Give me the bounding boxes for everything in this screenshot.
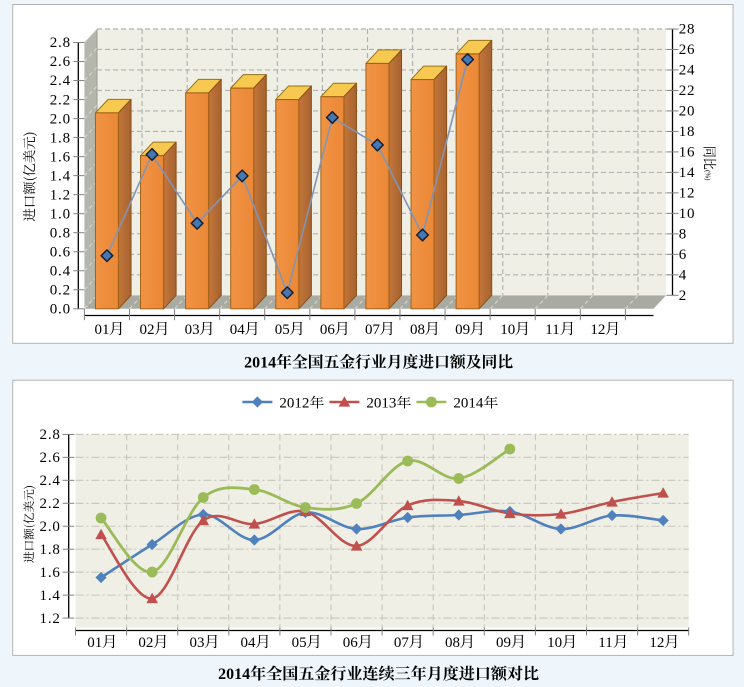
svg-text:09: 09	[496, 635, 511, 651]
svg-text:1.6: 1.6	[50, 149, 71, 165]
svg-text:24: 24	[679, 63, 696, 79]
svg-text:01: 01	[94, 322, 109, 338]
svg-text:08: 08	[410, 322, 425, 338]
svg-text:8: 8	[679, 227, 687, 243]
svg-text:1.4: 1.4	[40, 588, 61, 604]
svg-text:6: 6	[679, 247, 687, 263]
svg-text:16: 16	[679, 145, 696, 161]
svg-text:2.6: 2.6	[40, 450, 61, 466]
svg-text:22: 22	[679, 83, 696, 99]
svg-text:1.2: 1.2	[50, 187, 71, 203]
svg-text:07: 07	[394, 635, 410, 651]
svg-text:1.8: 1.8	[50, 130, 71, 146]
svg-text:02: 02	[140, 322, 155, 338]
svg-text:28: 28	[679, 22, 696, 38]
svg-text:2014: 2014	[244, 354, 276, 371]
svg-text:09: 09	[455, 322, 470, 338]
svg-text:06: 06	[320, 322, 336, 338]
svg-text:0.0: 0.0	[50, 302, 71, 318]
svg-text:2.4: 2.4	[50, 73, 71, 89]
svg-text:1.8: 1.8	[40, 542, 61, 558]
svg-text:06: 06	[343, 635, 359, 651]
svg-text:4: 4	[679, 268, 687, 284]
svg-text:11: 11	[545, 322, 559, 338]
svg-text:08: 08	[445, 635, 460, 651]
svg-text:2.6: 2.6	[50, 54, 71, 70]
svg-text:0.2: 0.2	[50, 282, 71, 298]
svg-text:10: 10	[500, 322, 515, 338]
svg-text:2.0: 2.0	[40, 519, 61, 535]
svg-text:18: 18	[679, 124, 696, 140]
svg-text:2.8: 2.8	[50, 35, 71, 51]
svg-text:01: 01	[87, 635, 102, 651]
svg-text:12: 12	[679, 186, 696, 202]
svg-text:03: 03	[189, 635, 204, 651]
svg-text:1.4: 1.4	[50, 168, 71, 184]
svg-text:02: 02	[138, 635, 153, 651]
svg-text:2.4: 2.4	[40, 473, 61, 489]
svg-text:1.0: 1.0	[50, 206, 71, 222]
svg-text:2: 2	[679, 288, 687, 304]
svg-text:(%): (%)	[704, 170, 712, 181]
svg-text:14: 14	[679, 165, 696, 181]
svg-text:0.8: 0.8	[50, 225, 71, 241]
svg-text:1.2: 1.2	[40, 611, 61, 627]
svg-text:26: 26	[679, 42, 696, 58]
svg-text:2014: 2014	[218, 666, 250, 683]
svg-text:1.6: 1.6	[40, 565, 61, 581]
svg-text:2014: 2014	[453, 396, 484, 412]
svg-text:2.8: 2.8	[40, 427, 61, 443]
svg-text:0.6: 0.6	[50, 244, 71, 260]
svg-text:2013: 2013	[366, 396, 396, 412]
svg-text:07: 07	[365, 322, 381, 338]
svg-text:12: 12	[590, 322, 605, 338]
svg-text:12: 12	[649, 635, 664, 651]
svg-text:2.2: 2.2	[50, 92, 71, 108]
svg-text:2012: 2012	[279, 396, 309, 412]
svg-text:05: 05	[275, 322, 290, 338]
svg-text:10: 10	[679, 206, 696, 222]
svg-text:20: 20	[679, 104, 696, 120]
svg-text:10: 10	[547, 635, 562, 651]
svg-text:05: 05	[292, 635, 307, 651]
svg-text:0.4: 0.4	[50, 263, 71, 279]
svg-text:04: 04	[230, 322, 246, 338]
svg-text:11: 11	[598, 635, 612, 651]
svg-text:2.2: 2.2	[40, 496, 61, 512]
svg-text:03: 03	[185, 322, 200, 338]
svg-text:04: 04	[241, 635, 256, 651]
svg-text:2.0: 2.0	[50, 111, 71, 127]
